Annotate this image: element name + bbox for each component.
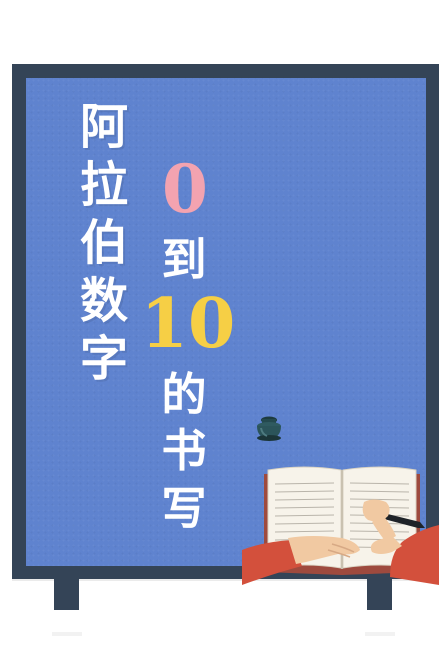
tail-char-3: 写: [161, 482, 207, 535]
title-vertical: 阿 拉 伯 数 字: [74, 98, 134, 388]
writing-hand-icon: [362, 499, 439, 585]
title-char-5: 字: [79, 331, 128, 387]
number-ten: 10: [140, 284, 236, 364]
chalkboard-frame: [12, 64, 439, 579]
title-char-3: 伯: [79, 215, 128, 271]
title-char-2: 拉: [79, 157, 128, 213]
title-char-4: 数: [79, 273, 128, 329]
inkpot-icon: [257, 416, 281, 441]
title-char-1: 阿: [79, 99, 128, 155]
board-leg-right: [367, 578, 392, 610]
number-zero: 0: [162, 150, 208, 228]
tail-char-2: 书: [161, 424, 207, 477]
leg-shadow-left: [52, 632, 82, 636]
open-book-icon: [242, 466, 439, 585]
board-leg-left: [54, 578, 79, 610]
connector-char: 到: [161, 233, 207, 286]
leg-shadow-right: [365, 632, 395, 636]
tail-char-1: 的: [161, 368, 207, 421]
